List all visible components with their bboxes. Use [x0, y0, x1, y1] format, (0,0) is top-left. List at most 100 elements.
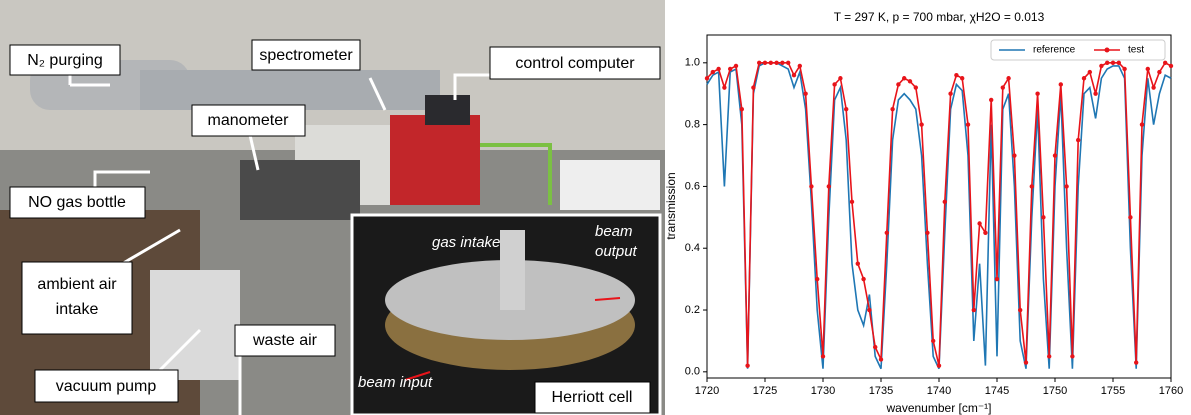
series-line [706, 62, 1172, 370]
point [1052, 153, 1058, 158]
legend-label: test [1128, 45, 1144, 56]
point [902, 76, 907, 81]
point [815, 276, 820, 282]
y-tick-label: 1.0 [685, 57, 700, 69]
arrow [453, 73, 490, 100]
x-tick-label: 1725 [753, 385, 777, 397]
label: manometer [208, 112, 290, 129]
point [896, 82, 901, 87]
point [1035, 91, 1040, 96]
point [942, 199, 947, 205]
point [722, 85, 727, 90]
legend-box [990, 39, 1166, 61]
plastic [560, 160, 660, 210]
x-tick-label: 1745 [985, 385, 1009, 397]
point [1006, 76, 1011, 81]
point [1145, 66, 1151, 72]
point [710, 69, 715, 75]
point [728, 66, 733, 72]
legend-marker [1104, 47, 1110, 53]
point [1116, 60, 1122, 66]
point [757, 60, 762, 66]
point [855, 261, 860, 266]
point [809, 184, 814, 189]
point [925, 230, 930, 235]
y-axis-label: transmission [664, 172, 678, 239]
point [1064, 184, 1069, 189]
red-arrow [404, 297, 621, 381]
inset-label: gas intake [432, 234, 500, 251]
point [733, 63, 739, 69]
point [797, 63, 802, 69]
point [1041, 215, 1046, 220]
point [1018, 307, 1023, 313]
point [739, 106, 744, 112]
label-box [9, 44, 121, 76]
breadboard [240, 160, 360, 220]
pump [150, 270, 240, 380]
point [716, 66, 721, 72]
point [780, 60, 785, 66]
x-tick-label: 1720 [695, 385, 719, 397]
pipe [140, 70, 440, 110]
x-tick-label: 1730 [811, 385, 835, 397]
point [994, 276, 1000, 282]
point [844, 106, 849, 112]
label: spectrometer [259, 47, 353, 64]
point [1099, 63, 1104, 69]
arrow [93, 170, 150, 187]
point [1157, 69, 1162, 75]
inset-label: beam [595, 223, 633, 240]
point [873, 344, 878, 350]
point [1110, 60, 1116, 66]
x-tick-label: 1735 [869, 385, 893, 397]
label-box [489, 46, 661, 80]
arrow [248, 134, 260, 171]
gas-inlet [500, 230, 525, 310]
label-box [9, 186, 146, 219]
monitor [425, 95, 470, 125]
point [1122, 66, 1127, 72]
point [884, 230, 889, 235]
point [1134, 360, 1139, 365]
x-tick-label: 1760 [1159, 385, 1183, 397]
point [971, 307, 976, 313]
point [913, 85, 918, 90]
plot-frame [706, 34, 1172, 379]
point [948, 91, 953, 96]
point [762, 60, 768, 66]
point [965, 122, 971, 127]
label: vacuum pump [56, 378, 157, 395]
point [1087, 69, 1093, 75]
inset-label: output [595, 243, 638, 260]
label: control computer [515, 55, 635, 72]
x-tick-label: 1740 [927, 385, 951, 397]
point [931, 338, 936, 344]
chart-title: T = 297 K, p = 700 mbar, χH2O = 0.013 [834, 10, 1045, 24]
label: ambient air [37, 276, 117, 293]
point [849, 199, 855, 205]
x-axis-label: wavenumber [cm⁻¹] [885, 401, 991, 415]
label-box [534, 381, 651, 414]
point [989, 97, 994, 103]
point [1151, 85, 1156, 90]
point [878, 357, 884, 362]
point [1012, 153, 1017, 158]
label: waste air [252, 332, 318, 349]
arrow [368, 77, 387, 111]
arrow [119, 228, 181, 267]
point [1081, 76, 1087, 81]
point [1139, 122, 1145, 127]
point [1128, 215, 1133, 220]
point [1076, 137, 1081, 143]
inset-label: beam input [358, 374, 433, 391]
point [890, 106, 895, 112]
point [1023, 360, 1029, 365]
green-arrow [480, 143, 552, 205]
point [919, 122, 924, 127]
label-box [34, 369, 179, 403]
point [960, 76, 965, 81]
photo: N₂ purging spectrometer control computer… [0, 0, 665, 415]
point [1163, 60, 1168, 66]
